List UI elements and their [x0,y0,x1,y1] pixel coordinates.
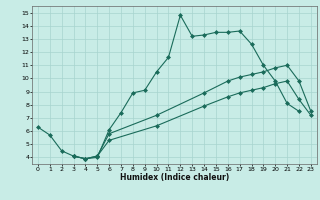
X-axis label: Humidex (Indice chaleur): Humidex (Indice chaleur) [120,173,229,182]
